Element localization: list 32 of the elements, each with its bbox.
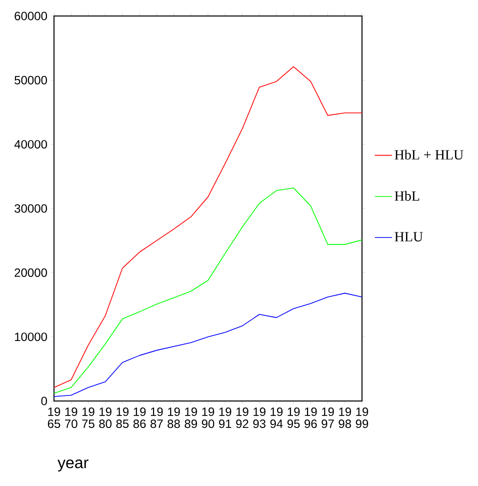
x-axis-title: year (58, 460, 88, 472)
x-tick-label: 19 96 (304, 408, 317, 428)
line-series (54, 188, 362, 394)
x-tick-label: 19 92 (236, 408, 248, 428)
x-tick-label: 19 88 (168, 408, 180, 428)
x-tick-label: 19 97 (322, 408, 334, 428)
legend-label: HLU (394, 232, 423, 242)
legend-label: HbL + HLU (394, 150, 464, 160)
y-tick-label: 40000 (14, 140, 47, 149)
x-tick-label: 19 65 (48, 408, 60, 428)
x-tick-label: 19 98 (338, 408, 352, 428)
x-tick-label: 19 93 (253, 408, 266, 428)
line-series (54, 66, 362, 388)
x-tick-label: 19 99 (356, 408, 368, 428)
y-tick-label: 0 (41, 396, 48, 406)
x-tick-label: 19 85 (116, 408, 129, 428)
x-tick-label: 19 86 (133, 408, 146, 428)
y-tick-label: 30000 (14, 204, 47, 213)
x-tick-label: 19 91 (219, 408, 232, 428)
y-tick-label: 60000 (14, 12, 47, 20)
legend-label: HbL (394, 190, 420, 201)
x-tick-label: 19 90 (202, 408, 214, 428)
x-tick-label: 19 75 (82, 408, 94, 428)
y-tick-label: 10000 (15, 332, 47, 342)
x-tick-label: 19 95 (287, 408, 300, 428)
x-tick-label: 19 87 (150, 408, 163, 428)
x-tick-label: 19 80 (99, 408, 112, 428)
x-tick-label: 19 70 (65, 408, 78, 428)
x-tick-label: 19 94 (270, 408, 283, 428)
y-tick-label: 50000 (14, 76, 47, 84)
y-tick-label: 20000 (14, 268, 47, 277)
x-tick-label: 19 89 (184, 408, 197, 428)
